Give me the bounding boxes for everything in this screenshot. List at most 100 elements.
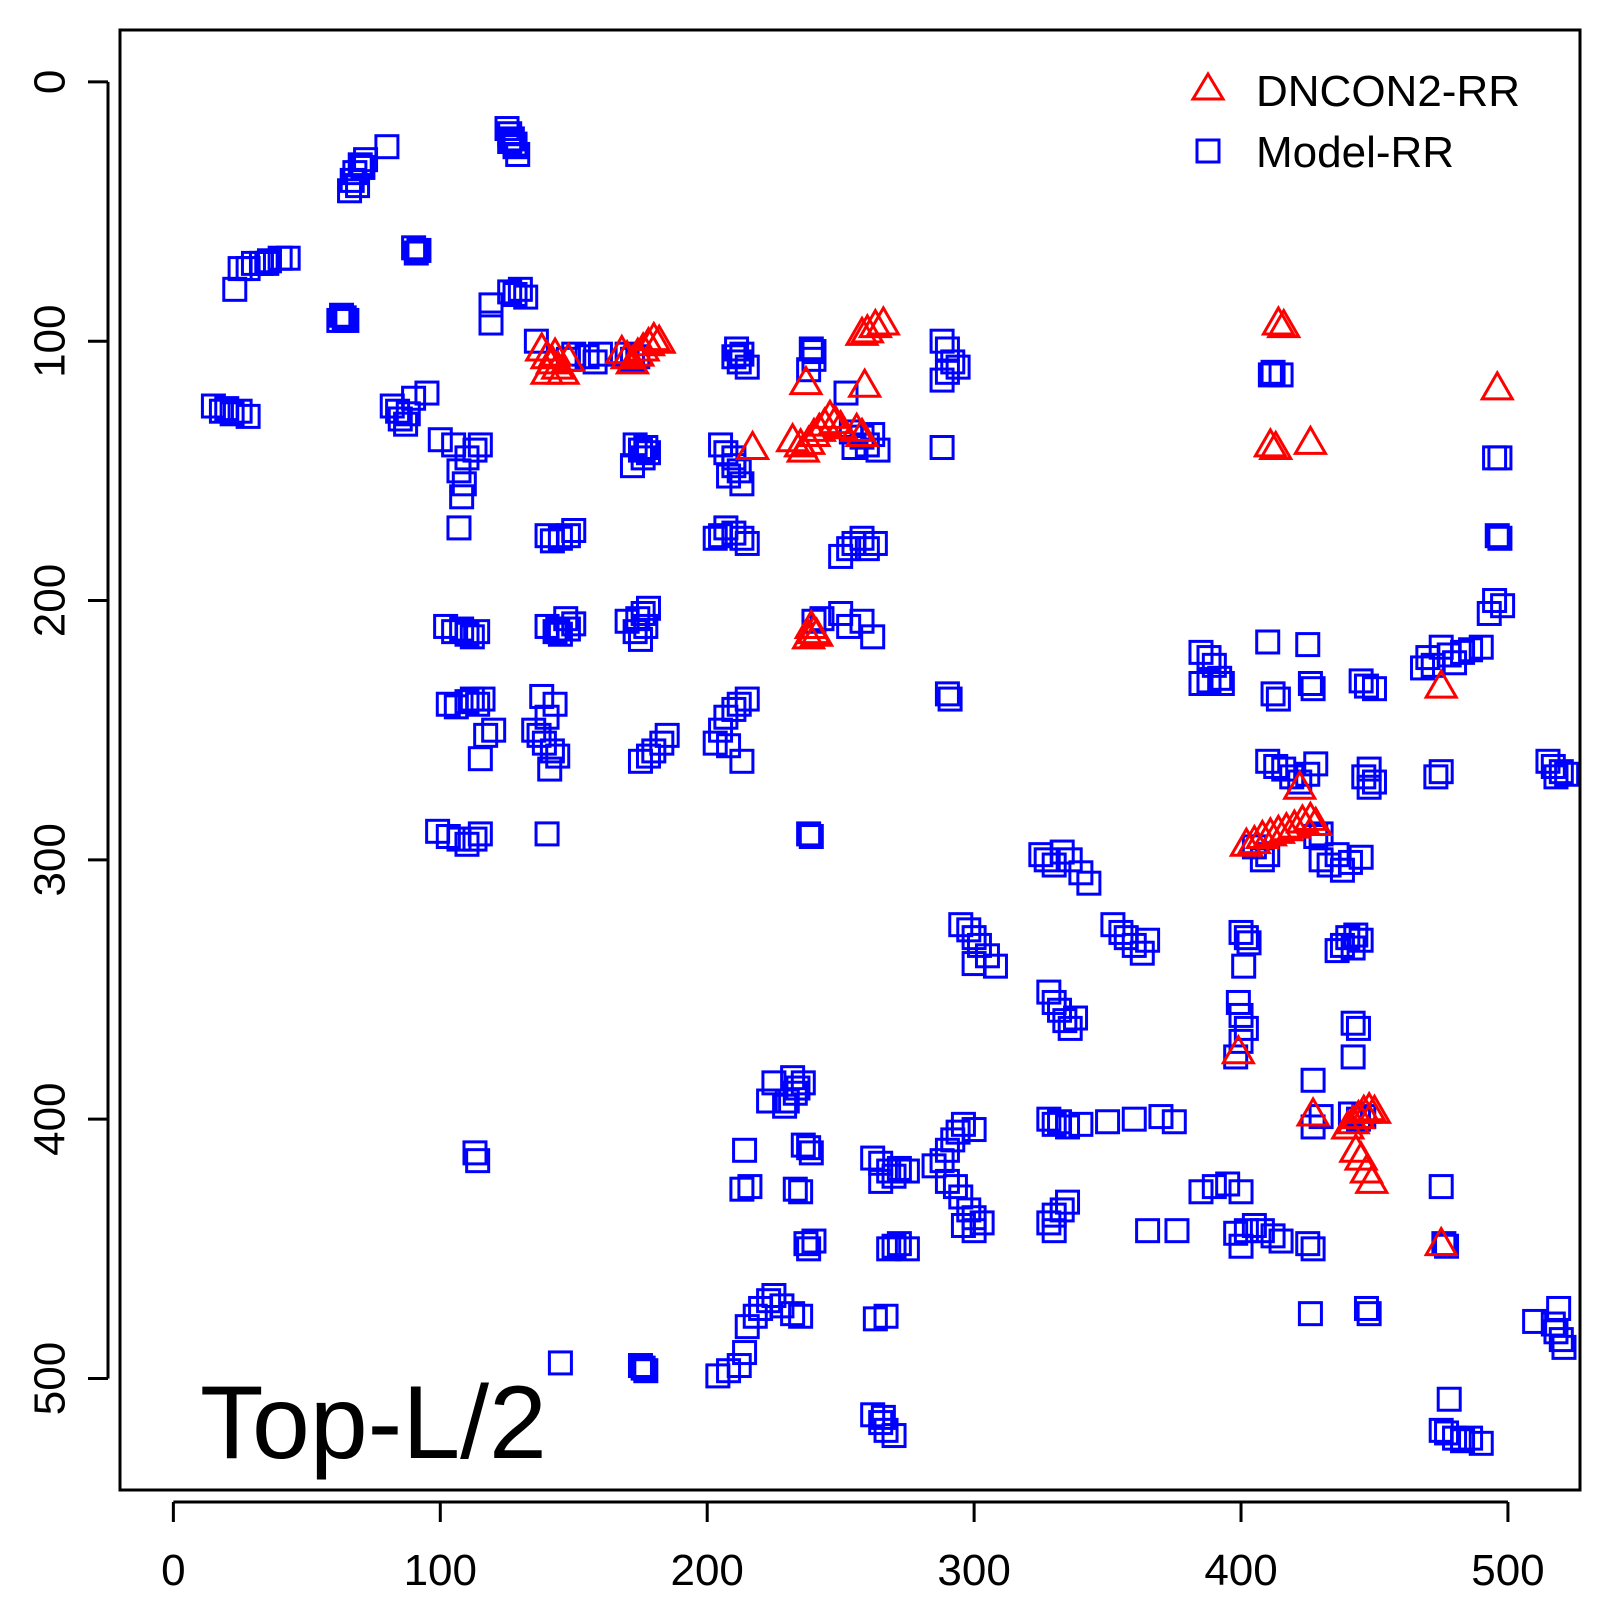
model-rr-point (729, 1176, 755, 1202)
model-rr-point (547, 1350, 573, 1376)
model-rr-point (625, 606, 651, 632)
model-rr-point (331, 305, 357, 331)
model-rr-point (961, 1117, 987, 1143)
model-rr-point (414, 380, 440, 406)
model-rr-point (395, 401, 421, 427)
model-rr-point (1055, 1189, 1081, 1215)
model-rr-point (1476, 600, 1502, 626)
model-rr-point (726, 691, 752, 717)
model-rr-point (788, 1303, 814, 1329)
model-rr-point (326, 307, 352, 333)
model-rr-point (497, 129, 523, 155)
model-rr-point (798, 824, 824, 850)
model-rr-point (870, 1404, 896, 1430)
model-rr-point (796, 1135, 822, 1161)
model-rr-point (796, 1236, 822, 1262)
model-rr-point (353, 147, 379, 173)
model-rr-point (1450, 639, 1476, 665)
model-rr-point (478, 310, 504, 336)
model-rr-point (561, 517, 587, 543)
model-rr-point (329, 302, 355, 328)
model-rr-point (873, 1303, 899, 1329)
model-rr-point (345, 173, 371, 199)
model-rr-point (1300, 1236, 1326, 1262)
model-rr-point (1041, 1218, 1067, 1244)
model-rr-point (886, 1231, 912, 1257)
model-rr-point (1324, 842, 1350, 868)
model-rr-point (1340, 935, 1366, 961)
model-rr-point (828, 543, 854, 569)
model-rr-point (470, 686, 496, 712)
model-rr-point (1209, 670, 1235, 696)
y-tick-label: 500 (26, 1342, 75, 1415)
model-rr-point (1300, 1067, 1326, 1093)
model-rr-point (462, 826, 488, 852)
model-rr-point (1340, 1044, 1366, 1070)
model-rr-point (1233, 1218, 1259, 1244)
model-rr-point (734, 530, 760, 556)
model-rr-point (1228, 1179, 1254, 1205)
dncon2-rr-point (1354, 1163, 1390, 1194)
model-rr-point (1100, 912, 1126, 938)
model-rr-point (1428, 1174, 1454, 1200)
model-rr-point (619, 453, 645, 479)
model-rr-point (534, 821, 560, 847)
model-rr-point (1490, 593, 1516, 619)
model-rr-point (756, 1088, 782, 1114)
dncon2-rr-point (625, 330, 661, 362)
points-layer (200, 116, 1580, 1456)
model-rr-point (635, 743, 661, 769)
model-rr-point (1410, 655, 1436, 681)
model-rr-point (649, 730, 675, 756)
model-rr-point (499, 126, 525, 152)
plot-frame (118, 28, 1582, 1492)
model-rr-point (350, 154, 376, 180)
model-rr-point (881, 1163, 907, 1189)
model-rr-point (1260, 359, 1286, 385)
model-rr-point (337, 178, 363, 204)
legend-marker-square-icon (1195, 138, 1221, 164)
series-model-rr (200, 116, 1580, 1456)
legend-marker-triangle-icon (1190, 71, 1226, 101)
legend-label-model-rr: Model-RR (1256, 128, 1454, 177)
dncon2-rr-point (1356, 1093, 1393, 1124)
dncon2-rr-point (1330, 1108, 1366, 1140)
model-rr-point (1196, 668, 1222, 694)
model-rr-point (227, 398, 253, 424)
dncon2-rr-point (1268, 810, 1304, 842)
model-rr-point (729, 748, 755, 774)
model-rr-point (633, 1358, 659, 1384)
model-rr-point (401, 385, 427, 411)
model-rr-point (1343, 922, 1369, 948)
model-rr-point (1129, 940, 1155, 966)
dncon2-rr-point (1292, 800, 1329, 831)
model-rr-point (886, 1155, 912, 1181)
model-rr-point (254, 250, 280, 276)
model-rr-point (467, 746, 493, 772)
model-rr-point (1348, 844, 1374, 870)
model-rr-point (836, 613, 862, 639)
dncon2-rr-point (1295, 1095, 1331, 1127)
dncon2-rr-point (636, 320, 672, 352)
model-rr-point (1340, 1010, 1366, 1036)
x-axis: 0 100 200 300 400 500 (161, 1500, 1545, 1595)
model-rr-point (713, 704, 739, 730)
x-tick-label: 400 (1204, 1546, 1277, 1595)
y-tick-label: 100 (26, 304, 75, 377)
model-rr-point (868, 1168, 894, 1194)
dncon2-rr-point (1228, 826, 1264, 857)
model-rr-point (1300, 676, 1326, 702)
model-rr-point (726, 1353, 752, 1379)
model-rr-point (1361, 676, 1387, 702)
model-rr-point (1049, 839, 1075, 865)
model-rr-point (726, 349, 752, 375)
model-rr-point (497, 279, 523, 305)
model-rr-point (729, 341, 755, 367)
model-rr-point (449, 484, 475, 510)
model-rr-point (1442, 1425, 1468, 1451)
model-rr-point (1436, 1386, 1462, 1412)
dncon2-rr-point (1423, 668, 1459, 699)
model-rr-point (454, 445, 480, 471)
model-rr-point (1268, 1228, 1294, 1254)
